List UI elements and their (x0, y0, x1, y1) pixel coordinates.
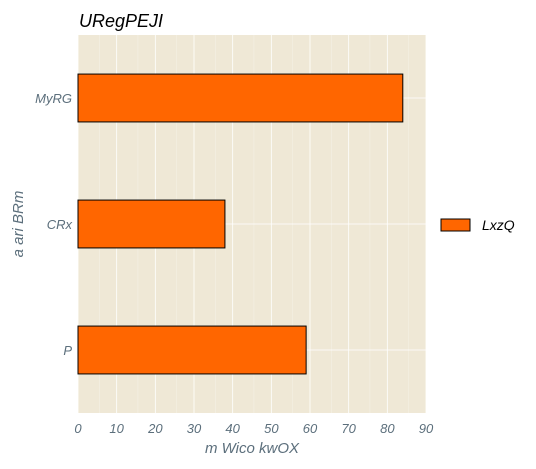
x-tick-label: 40 (225, 421, 240, 436)
x-tick-label: 50 (264, 421, 279, 436)
bar-myrg (77, 73, 404, 123)
x-tick-label: 90 (419, 421, 434, 436)
bar-p (77, 325, 307, 375)
y-tick-label: P (63, 343, 72, 358)
bar-crx (77, 199, 226, 249)
legend-swatch-lxzq (440, 218, 471, 232)
x-tick-label: 60 (303, 421, 318, 436)
y-tick-label: MyRG (35, 91, 72, 106)
legend-label-lxzq: LxzQ (482, 217, 515, 233)
legend: LxzQ (440, 217, 515, 233)
x-tick-label: 70 (341, 421, 356, 436)
y-axis-ticks: MyRG CRx P (35, 91, 72, 358)
bars (77, 73, 404, 375)
y-axis-label: a ari BRm (10, 191, 27, 258)
y-tick-label: CRx (47, 217, 73, 232)
x-tick-label: 10 (109, 421, 124, 436)
x-tick-label: 30 (187, 421, 202, 436)
x-axis-ticks: 0 10 20 30 40 50 60 70 80 90 (74, 421, 434, 436)
x-tick-label: 0 (74, 421, 82, 436)
x-tick-label: 80 (380, 421, 395, 436)
chart-title: URegPEJI (79, 11, 163, 31)
x-axis-label: m Wico kwOX (205, 440, 300, 457)
x-tick-label: 20 (147, 421, 163, 436)
